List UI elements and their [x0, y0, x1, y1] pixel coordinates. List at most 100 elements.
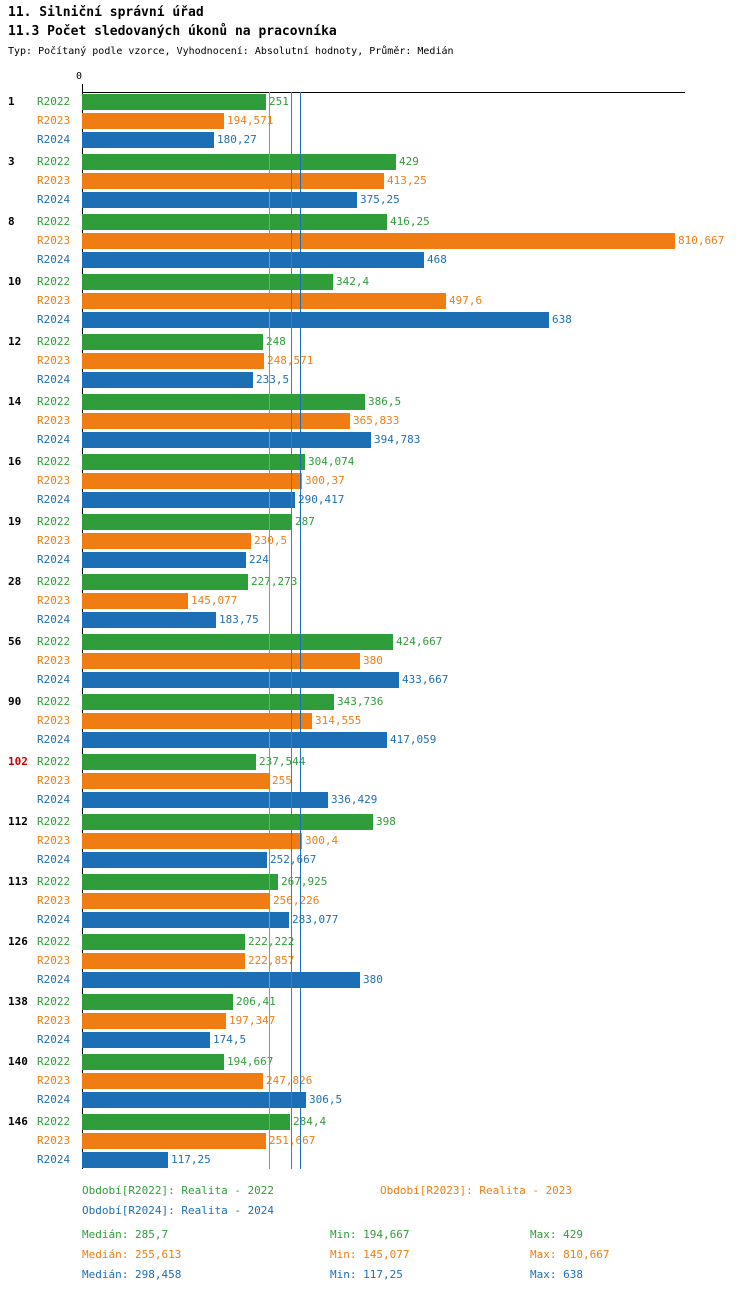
series-year-label: R2023 [37, 834, 71, 847]
bar-row: 16 R2022 304,074 [0, 452, 724, 471]
bar-row: R2023 300,4 [0, 831, 724, 850]
bar-rows-container: 1 R2022 251 R2023 194,571 R2024 180,27 3 R2022 42… [0, 92, 724, 1172]
value-label: 429 [399, 155, 419, 168]
stat-min-r2022: Min: 194,667 [330, 1228, 410, 1241]
bar-group: 12 R2022 248 R2023 248,571 R2024 233,5 [0, 332, 724, 389]
value-bar [82, 431, 371, 448]
value-label: 237,544 [259, 755, 306, 768]
series-year-label: R2022 [37, 455, 71, 468]
value-bar [82, 892, 270, 909]
bar-group: 14 R2022 386,5 R2023 365,833 R2024 394,783 [0, 392, 724, 449]
bar-row: 138 R2022 206,41 [0, 992, 724, 1011]
value-label: 380 [363, 654, 383, 667]
series-year-label: R2022 [37, 875, 71, 888]
value-bar [82, 273, 333, 290]
series-year-label: R2024 [37, 493, 71, 506]
bar-group: 16 R2022 304,074 R2023 300,37 R2024 290,417 [0, 452, 724, 509]
bar-row: R2023 365,833 [0, 411, 724, 430]
group-id-label: 113 [8, 875, 28, 888]
value-label: 256,226 [273, 894, 320, 907]
value-bar [82, 1012, 226, 1029]
series-year-label: R2022 [37, 575, 71, 588]
series-year-label: R2024 [37, 973, 71, 986]
value-bar [82, 453, 305, 470]
value-label: 638 [552, 313, 572, 326]
bar-row: R2023 413,25 [0, 171, 724, 190]
bar-row: R2024 252,667 [0, 850, 724, 869]
series-year-label: R2024 [37, 373, 71, 386]
bar-row: R2023 145,077 [0, 591, 724, 610]
group-id-label: 8 [8, 215, 15, 228]
value-label: 394,783 [374, 433, 421, 446]
value-label: 386,5 [368, 395, 402, 408]
value-label: 224 [249, 553, 269, 566]
value-bar [82, 393, 365, 410]
series-year-label: R2022 [37, 275, 71, 288]
value-label: 267,925 [281, 875, 328, 888]
value-bar [82, 532, 251, 549]
bar-row: R2024 117,25 [0, 1150, 724, 1169]
series-year-label: R2023 [37, 654, 71, 667]
bar-row: R2024 375,25 [0, 190, 724, 209]
bar-row: 102 R2022 237,544 [0, 752, 724, 771]
value-bar [82, 1091, 306, 1108]
bar-row: R2024 224 [0, 550, 724, 569]
value-bar [82, 832, 302, 849]
series-year-label: R2024 [37, 673, 71, 686]
legend-r2024: Období[R2024]: Realita - 2024 [82, 1204, 275, 1217]
bar-group: 56 R2022 424,667 R2023 380 R2024 433,667 [0, 632, 724, 689]
series-year-label: R2022 [37, 755, 71, 768]
bar-row: 10 R2022 342,4 [0, 272, 724, 291]
series-year-label: R2024 [37, 793, 71, 806]
group-id-label: 12 [8, 335, 22, 348]
series-year-label: R2024 [37, 613, 71, 626]
series-year-label: R2024 [37, 133, 71, 146]
bar-row: R2024 174,5 [0, 1030, 724, 1049]
value-label: 283,077 [292, 913, 339, 926]
group-id-label: 19 [8, 515, 22, 528]
series-year-label: R2022 [37, 695, 71, 708]
bar-group: 112 R2022 398 R2023 300,4 R2024 252,667 [0, 812, 724, 869]
bar-row: 126 R2022 222,222 [0, 932, 724, 951]
value-bar [82, 311, 549, 328]
series-year-label: R2022 [37, 815, 71, 828]
bar-row: 3 R2022 429 [0, 152, 724, 171]
value-bar [82, 232, 675, 249]
bar-row: 90 R2022 343,736 [0, 692, 724, 711]
series-year-label: R2023 [37, 234, 71, 247]
series-year-label: R2024 [37, 253, 71, 266]
series-year-label: R2023 [37, 534, 71, 547]
value-label: 222,857 [248, 954, 295, 967]
value-bar [82, 873, 278, 890]
bar-group: 90 R2022 343,736 R2023 314,555 R2024 417,059 [0, 692, 724, 749]
series-year-label: R2022 [37, 95, 71, 108]
value-label: 247,826 [266, 1074, 313, 1087]
value-bar [82, 652, 360, 669]
value-bar [82, 551, 246, 568]
value-bar [82, 911, 289, 928]
value-label: 251,667 [269, 1134, 316, 1147]
value-label: 194,571 [227, 114, 274, 127]
series-year-label: R2022 [37, 155, 71, 168]
value-bar [82, 813, 373, 830]
value-bar [82, 952, 245, 969]
value-label: 365,833 [353, 414, 400, 427]
value-bar [82, 153, 396, 170]
chart-title: 11.3 Počet sledovaných úkonů na pracovní… [8, 24, 337, 39]
value-bar [82, 191, 357, 208]
value-bar [82, 371, 253, 388]
series-year-label: R2024 [37, 1093, 71, 1106]
bar-row: R2023 222,857 [0, 951, 724, 970]
bar-row: R2023 197,347 [0, 1011, 724, 1030]
series-year-label: R2022 [37, 1055, 71, 1068]
value-bar [82, 491, 295, 508]
bar-row: R2024 183,75 [0, 610, 724, 629]
series-year-label: R2024 [37, 853, 71, 866]
value-label: 342,4 [336, 275, 370, 288]
bar-group: 102 R2022 237,544 R2023 255 R2024 336,429 [0, 752, 724, 809]
stat-max-r2023: Max: 810,667 [530, 1248, 610, 1261]
bar-row: 28 R2022 227,273 [0, 572, 724, 591]
bar-row: R2023 497,6 [0, 291, 724, 310]
value-label: 380 [363, 973, 383, 986]
